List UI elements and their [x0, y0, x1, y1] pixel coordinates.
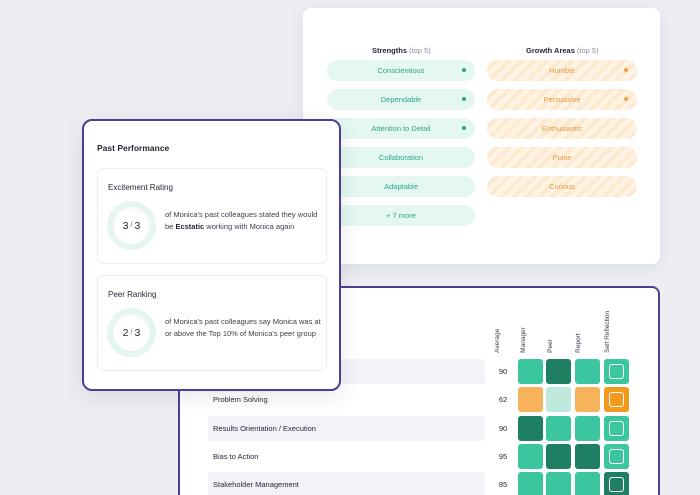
row-average: 85: [498, 480, 508, 489]
score-cell[interactable]: [546, 387, 571, 412]
column-header-peer: Peer: [547, 339, 555, 353]
score-total: 3: [134, 326, 141, 339]
row-average: 90: [498, 367, 508, 376]
score-cell[interactable]: [575, 387, 600, 412]
score-value: 2: [122, 326, 129, 339]
score-cell[interactable]: [546, 444, 571, 469]
score-cell[interactable]: [575, 359, 600, 384]
score-cell[interactable]: [518, 416, 543, 441]
checkbox-icon: [609, 477, 624, 492]
dot-icon: [624, 97, 628, 101]
score-cell[interactable]: [518, 387, 543, 412]
row-label: Results Orientation / Execution: [213, 424, 316, 433]
score-cell[interactable]: [575, 444, 600, 469]
table-row[interactable]: [208, 416, 485, 441]
more-strengths-button[interactable]: + 7 more: [327, 205, 475, 226]
growth-pill[interactable]: Enthusiastic: [487, 118, 637, 139]
column-header-manager: Manager: [520, 327, 528, 353]
score-cell[interactable]: [575, 416, 600, 441]
column-header-self-reflection: Self Reflection: [604, 311, 612, 353]
strength-pill[interactable]: Adaptable: [327, 176, 475, 197]
checkbox-icon: [609, 421, 624, 436]
card-title: Past Performance: [97, 143, 170, 153]
growth-areas-header: Growth Areas (top 5): [526, 46, 599, 55]
score-cell[interactable]: [546, 416, 571, 441]
score-cell[interactable]: [575, 472, 600, 495]
score-cell[interactable]: [518, 472, 543, 495]
score-cell[interactable]: [518, 444, 543, 469]
strengths-header: Strengths (top 5): [372, 46, 431, 55]
self-reflection-cell[interactable]: [604, 416, 629, 441]
self-reflection-cell[interactable]: [604, 359, 629, 384]
checkbox-icon: [609, 449, 624, 464]
growth-pill[interactable]: Persuasive: [487, 89, 637, 110]
strength-pill[interactable]: Attention to Detail: [327, 118, 475, 139]
score-cell[interactable]: [546, 472, 571, 495]
growth-pill[interactable]: Curious: [487, 176, 637, 197]
row-label: Stakeholder Management: [213, 480, 299, 489]
score-value: 3: [122, 219, 129, 232]
self-reflection-cell[interactable]: [604, 444, 629, 469]
self-reflection-cell[interactable]: [604, 472, 629, 495]
metric-description: of Monica's past colleagues stated they …: [165, 210, 318, 232]
growth-pill[interactable]: Humble: [487, 60, 637, 81]
past-performance-card: Past Performance Excitement Rating 3/3 o…: [82, 119, 341, 391]
score-total: 3: [134, 219, 141, 232]
dot-icon: [462, 126, 466, 130]
row-average: 90: [498, 424, 508, 433]
metric-title: Peer Ranking: [108, 290, 157, 299]
table-row[interactable]: [208, 472, 485, 495]
excitement-rating-panel: Excitement Rating 3/3 of Monica's past c…: [97, 168, 327, 264]
row-label: Problem Solving: [213, 395, 268, 404]
strength-pill[interactable]: Conscientious: [327, 60, 475, 81]
score-cell[interactable]: [518, 359, 543, 384]
checkbox-icon: [609, 364, 624, 379]
peer-ranking-panel: Peer Ranking 2/3 of Monica's past collea…: [97, 275, 327, 371]
dot-icon: [462, 97, 466, 101]
row-label: Bias to Action: [213, 452, 259, 461]
row-average: 95: [498, 452, 508, 461]
dot-icon: [462, 68, 466, 72]
strength-pill[interactable]: Collaboration: [327, 147, 475, 168]
score-cell[interactable]: [546, 359, 571, 384]
checkbox-icon: [609, 392, 624, 407]
metric-description: of Monica's past colleagues say Monica w…: [165, 317, 321, 339]
metric-title: Excitement Rating: [108, 183, 173, 192]
dot-icon: [624, 68, 628, 72]
row-average: 62: [498, 395, 508, 404]
column-header-report: Report: [575, 333, 583, 353]
traits-card: Strengths (top 5) Growth Areas (top 5) Con…: [303, 8, 660, 264]
peer-score-ring: 2/3: [107, 308, 156, 357]
excitement-score-ring: 3/3: [107, 201, 156, 250]
self-reflection-cell[interactable]: [604, 387, 629, 412]
growth-pill[interactable]: Poise: [487, 147, 637, 168]
strength-pill[interactable]: Dependable: [327, 89, 475, 110]
